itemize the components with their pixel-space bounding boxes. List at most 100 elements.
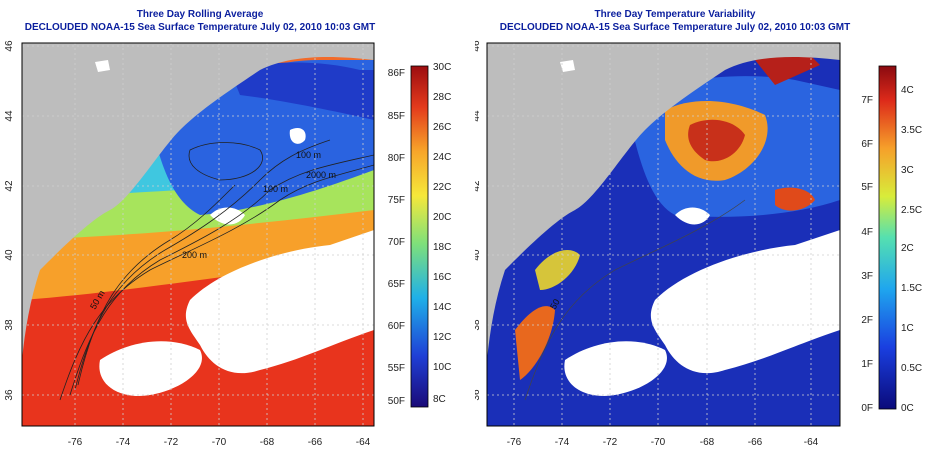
sst-variability-panel: Three Day Temperature Variability DECLOU… <box>475 0 950 475</box>
x-tick-label: -66 <box>308 437 323 448</box>
cloud-mask <box>289 128 306 144</box>
peak-variability-area <box>688 119 745 162</box>
colorbar-celsius-labels: 4C 3.5C 3C 2.5C 2C 1.5C 1C 0.5C 0C <box>901 85 922 414</box>
sst-average-panel: Three Day Rolling Average DECLOUDED NOAA… <box>4 9 451 448</box>
colorbar-label: 28C <box>433 92 451 103</box>
high-variability-area <box>775 187 815 211</box>
cloud-mask <box>210 207 245 225</box>
colorbar-label: 2.5C <box>901 205 922 216</box>
colorbar-label: 0C <box>901 403 914 414</box>
cloud-mask <box>560 60 575 72</box>
colorbar-fahrenheit-labels: 7F 6F 5F 4F 3F 2F 1F 0F <box>861 95 873 414</box>
colorbar-label: 60F <box>388 321 405 332</box>
colorbar-label: 50F <box>388 396 405 407</box>
y-axis: 46 44 42 40 38 36 <box>475 40 482 401</box>
cloud-mask <box>95 60 110 72</box>
map-frame <box>486 42 841 427</box>
contour-georges-bank <box>188 142 263 181</box>
panel-subtitle: DECLOUDED NOAA-15 Sea Surface Temperatur… <box>24 22 376 33</box>
colorbar-label: 20C <box>433 212 451 223</box>
lonlat-grid <box>22 43 374 426</box>
colorbar-label: 12C <box>433 332 451 343</box>
x-axis: -76 -74 -72 -70 -68 -66 -64 <box>68 437 371 448</box>
x-tick-label: -76 <box>507 437 522 448</box>
peak-variability-area <box>755 50 820 85</box>
x-tick-label: -70 <box>212 437 227 448</box>
contour-label: 100 m <box>263 184 288 194</box>
x-tick-label: -72 <box>164 437 179 448</box>
colorbar-label: 16C <box>433 272 451 283</box>
colorbar-label: 26C <box>433 122 451 133</box>
x-tick-label: -68 <box>700 437 715 448</box>
map-frame <box>21 42 375 427</box>
y-tick-label: 46 <box>4 40 15 52</box>
x-tick-label: -64 <box>356 437 371 448</box>
y-tick-label: 40 <box>475 249 482 261</box>
x-tick-label: -70 <box>651 437 666 448</box>
cloud-mask <box>675 207 710 225</box>
colorbar-label: 75F <box>388 195 405 206</box>
moderate-variability-area <box>535 250 580 290</box>
cloud-mask <box>564 341 667 396</box>
panel-title: Three Day Rolling Average <box>136 9 264 20</box>
panel-subtitle: DECLOUDED NOAA-15 Sea Surface Temperatur… <box>499 22 851 33</box>
y-tick-label: 42 <box>4 180 15 192</box>
cloud-mask <box>650 230 840 374</box>
colorbar-label: 3F <box>861 271 873 282</box>
colorbar-label: 30C <box>433 62 451 73</box>
x-tick-label: -74 <box>116 437 131 448</box>
colorbar-label: 85F <box>388 111 405 122</box>
y-tick-label: 38 <box>4 319 15 331</box>
y-tick-label: 36 <box>4 389 15 401</box>
contour-label: 50 <box>548 297 562 311</box>
bay-of-fundy-cold <box>230 62 374 120</box>
x-tick-label: -74 <box>555 437 570 448</box>
colorbar-label: 70F <box>388 237 405 248</box>
contour-200m <box>69 154 374 396</box>
sst-colorbar <box>410 65 429 408</box>
colorbar-label: 14C <box>433 302 451 313</box>
colorbar-label: 1F <box>861 359 873 370</box>
x-tick-label: -64 <box>804 437 819 448</box>
x-tick-label: -76 <box>68 437 83 448</box>
coastal-variability-area <box>515 306 555 380</box>
contour-label: 200 m <box>182 250 207 260</box>
panel-title: Three Day Temperature Variability <box>594 9 756 20</box>
land-mass <box>22 43 374 360</box>
y-tick-label: 46 <box>475 40 482 52</box>
contour-2000m <box>59 164 374 401</box>
variability-colorbar <box>878 65 897 410</box>
colorbar-label: 3C <box>901 165 914 176</box>
y-tick-label: 42 <box>475 180 482 192</box>
y-tick-label: 38 <box>475 319 482 331</box>
lonlat-grid <box>487 43 840 426</box>
colorbar-label: 6F <box>861 139 873 150</box>
colorbar-label: 10C <box>433 362 451 373</box>
colorbar-label: 0.5C <box>901 363 922 374</box>
y-tick-label: 36 <box>475 389 482 401</box>
land-mass <box>487 43 840 360</box>
contour-100m <box>74 139 331 391</box>
colorbar-label: 24C <box>433 152 451 163</box>
colorbar-label: 5F <box>861 182 873 193</box>
colorbar-label: 55F <box>388 363 405 374</box>
contour-50m <box>77 184 236 386</box>
y-tick-label: 40 <box>4 249 15 261</box>
colorbar-label: 1.5C <box>901 283 922 294</box>
colorbar-label: 8C <box>433 394 446 405</box>
colorbar-label: 4F <box>861 227 873 238</box>
colorbar-label: 80F <box>388 153 405 164</box>
colorbar-label: 86F <box>388 68 405 79</box>
y-tick-label: 44 <box>4 110 15 122</box>
x-tick-label: -68 <box>260 437 275 448</box>
y-tick-label: 44 <box>475 110 482 122</box>
x-tick-label: -72 <box>603 437 618 448</box>
sst-variability-map: 50 -76 -74 -72 -70 -68 -66 -64 46 44 42 … <box>475 40 922 448</box>
colorbar-label: 2F <box>861 315 873 326</box>
colorbar-label: 65F <box>388 279 405 290</box>
contour-50m <box>524 199 746 401</box>
colorbar-label: 2C <box>901 243 914 254</box>
colorbar-celsius-labels: 30C 28C 26C 24C 22C 20C 18C 16C 14C 12C … <box>433 62 451 405</box>
colorbar-label: 0F <box>861 403 873 414</box>
x-tick-label: -66 <box>748 437 763 448</box>
